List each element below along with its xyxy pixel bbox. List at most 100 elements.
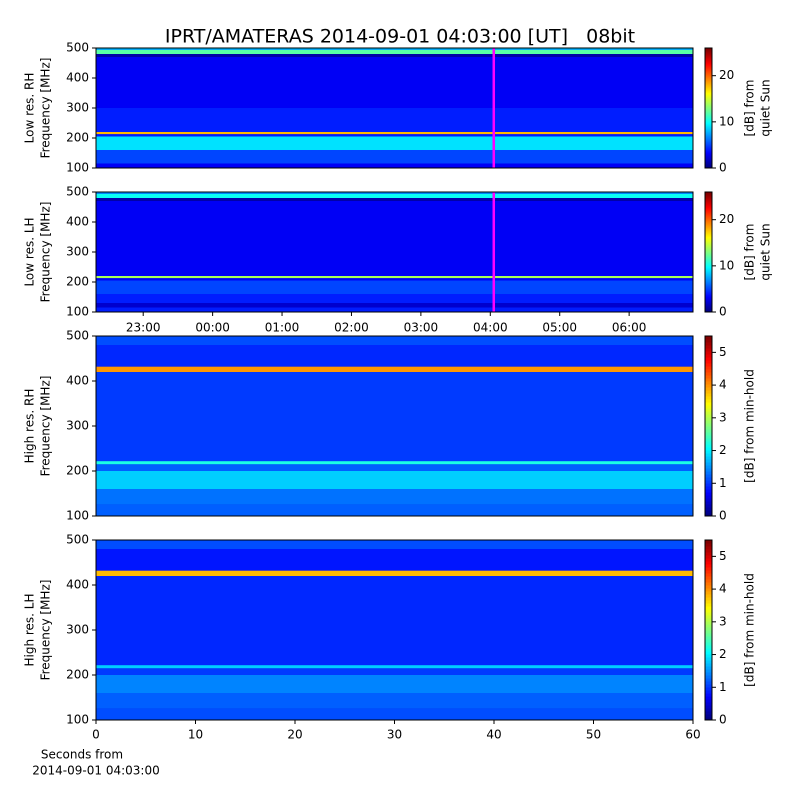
- colorbar-step: [705, 618, 712, 622]
- colorbar-step: [705, 651, 712, 655]
- colorbar-step: [705, 246, 712, 249]
- colorbar-step: [705, 588, 712, 592]
- colorbar-step: [705, 222, 712, 225]
- colorbar-step: [705, 378, 712, 382]
- colorbar-step: [705, 60, 712, 63]
- colorbar-step: [705, 348, 712, 352]
- colorbar-step: [705, 708, 712, 712]
- heatmap-band: [96, 307, 693, 312]
- colorbar-step: [705, 471, 712, 475]
- colorbar-step: [705, 696, 712, 700]
- y-tick-label: 400: [66, 215, 89, 229]
- colorbar-step: [705, 152, 712, 155]
- colorbar-step: [705, 116, 712, 119]
- x-axis-label: 2014-09-01 04:03:00: [32, 764, 159, 778]
- colorbar-label: quiet Sun: [759, 79, 773, 136]
- heatmap-band: [96, 108, 693, 132]
- colorbar-step: [705, 564, 712, 568]
- colorbar-step: [705, 288, 712, 291]
- colorbar-step: [705, 387, 712, 391]
- x-tick-label: 00:00: [195, 321, 230, 335]
- colorbar-step: [705, 510, 712, 514]
- colorbar-step: [705, 456, 712, 460]
- colorbar-step: [705, 702, 712, 706]
- colorbar-step: [705, 104, 712, 107]
- colorbar-frame: [704, 191, 713, 313]
- colorbar-step: [705, 675, 712, 679]
- colorbar-step: [705, 363, 712, 367]
- colorbar-step: [705, 302, 712, 305]
- colorbar-step: [705, 654, 712, 658]
- colorbar-step: [705, 166, 712, 169]
- colorbar-step: [705, 477, 712, 481]
- colorbar-step: [705, 657, 712, 661]
- colorbar-step: [705, 594, 712, 598]
- colorbar-step: [705, 567, 712, 571]
- colorbar-tick-label: 10: [719, 114, 734, 128]
- colorbar-step: [705, 150, 712, 153]
- colorbar-step: [705, 158, 712, 161]
- colorbar-step: [705, 432, 712, 436]
- colorbar-step: [705, 561, 712, 565]
- heatmap-band: [96, 57, 693, 108]
- colorbar-step: [705, 102, 712, 105]
- colorbar-step: [705, 232, 712, 235]
- colorbar-step: [705, 339, 712, 343]
- colorbar-step: [705, 196, 712, 199]
- colorbar-step: [705, 286, 712, 289]
- colorbar-step: [705, 405, 712, 409]
- x-tick-label: 30: [387, 728, 402, 742]
- colorbar-step: [705, 678, 712, 682]
- colorbar-step: [705, 390, 712, 394]
- y-tick-label: 200: [66, 668, 89, 682]
- colorbar-step: [705, 699, 712, 703]
- colorbar-tick-label: 20: [719, 68, 734, 82]
- colorbar-step: [705, 218, 712, 221]
- y-axis-label: High res. LH: [23, 593, 37, 666]
- colorbar-step: [705, 208, 712, 211]
- colorbar-step: [705, 242, 712, 245]
- colorbar-tick-label: 10: [719, 258, 734, 272]
- colorbar-step: [705, 684, 712, 688]
- y-tick-label: 500: [66, 185, 89, 199]
- colorbar-step: [705, 128, 712, 131]
- colorbar-step: [705, 474, 712, 478]
- y-tick-label: 100: [66, 509, 89, 523]
- colorbar-step: [705, 411, 712, 415]
- heatmap-band: [96, 693, 693, 709]
- heatmap-band: [96, 504, 693, 516]
- x-tick-label: 23:00: [126, 321, 161, 335]
- colorbar-step: [705, 212, 712, 215]
- colorbar-step: [705, 540, 712, 544]
- colorbar-step: [705, 234, 712, 237]
- colorbar-step: [705, 260, 712, 263]
- colorbar-step: [705, 228, 712, 231]
- colorbar-step: [705, 408, 712, 412]
- colorbar-step: [705, 202, 712, 205]
- colorbar-step: [705, 447, 712, 451]
- y-tick-label: 500: [66, 41, 89, 55]
- colorbar-step: [705, 483, 712, 487]
- colorbar-step: [705, 354, 712, 358]
- x-tick-label: 04:00: [473, 321, 508, 335]
- colorbar-step: [705, 414, 712, 418]
- colorbar-step: [705, 420, 712, 424]
- colorbar-step: [705, 489, 712, 493]
- colorbar-step: [705, 402, 712, 406]
- y-axis-label: Frequency [MHz]: [39, 58, 53, 159]
- colorbar-step: [705, 118, 712, 121]
- colorbar-step: [705, 290, 712, 293]
- colorbar-step: [705, 369, 712, 373]
- colorbar-step: [705, 636, 712, 640]
- colorbar-step: [705, 296, 712, 299]
- colorbar-step: [705, 480, 712, 484]
- colorbar-step: [705, 444, 712, 448]
- heatmap-band: [96, 150, 693, 159]
- colorbar-step: [705, 54, 712, 57]
- x-tick-label: 0: [92, 728, 100, 742]
- colorbar-frame: [704, 335, 713, 517]
- colorbar-step: [705, 465, 712, 469]
- y-axis-label: Frequency [MHz]: [39, 580, 53, 681]
